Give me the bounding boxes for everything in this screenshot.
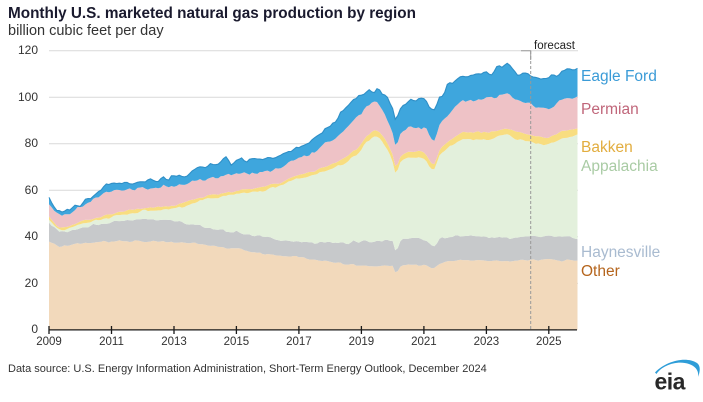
svg-text:eia: eia (655, 369, 686, 395)
